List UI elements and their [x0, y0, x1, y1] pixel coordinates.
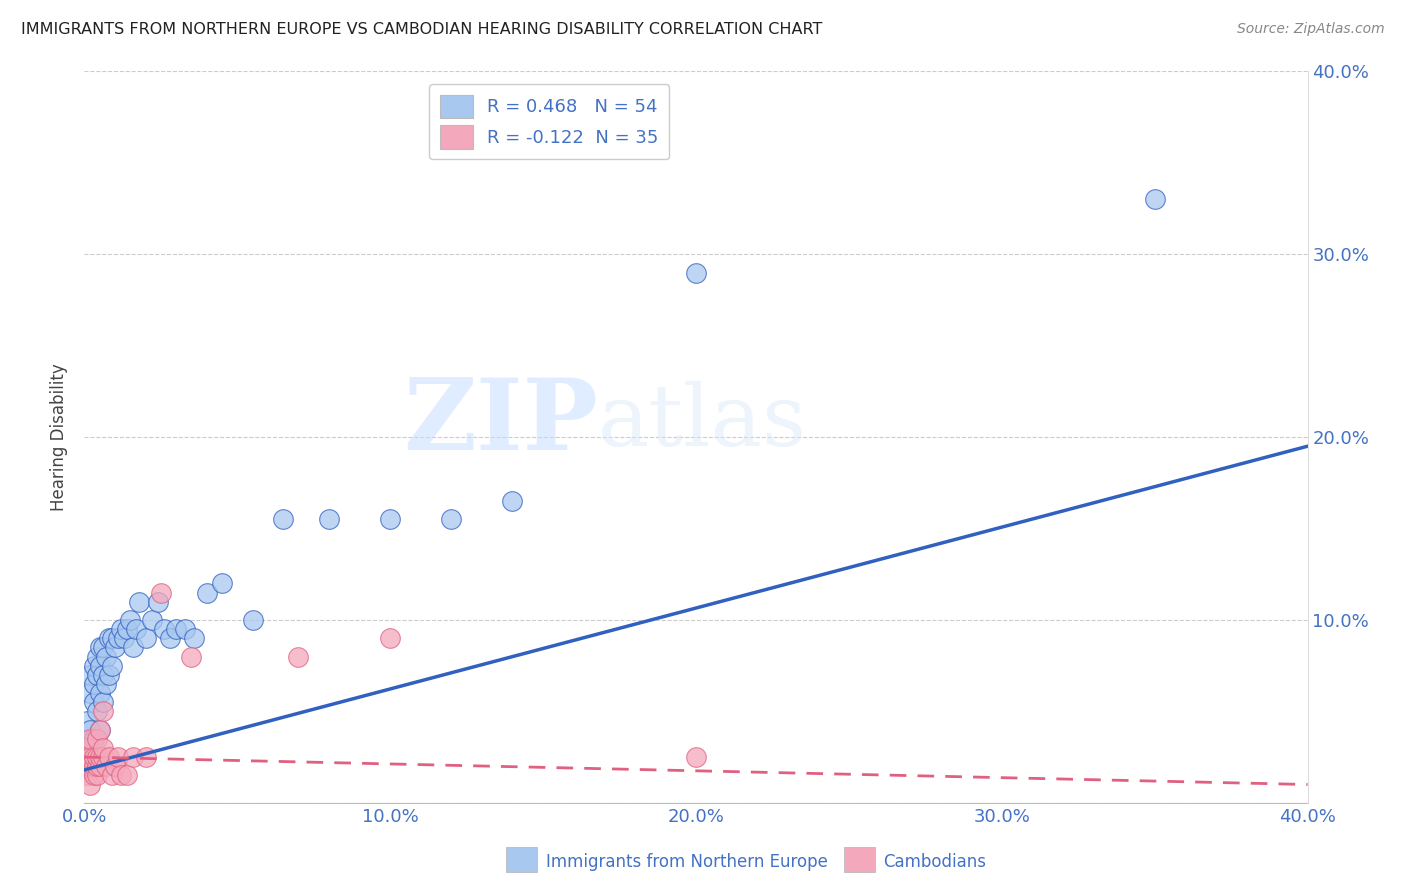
Point	[149, 585, 172, 599]
Point	[685, 750, 707, 764]
Point	[79, 759, 101, 773]
Point	[83, 695, 105, 709]
Point	[180, 649, 202, 664]
Point	[91, 750, 114, 764]
Point	[79, 723, 101, 737]
Y-axis label: Hearing Disability: Hearing Disability	[51, 363, 69, 511]
Point	[242, 613, 264, 627]
Point	[86, 750, 108, 764]
Point	[76, 714, 98, 728]
Point	[110, 768, 132, 782]
Point	[107, 632, 129, 646]
Point	[76, 740, 98, 755]
Point	[83, 731, 105, 746]
Point	[141, 613, 163, 627]
Point	[89, 759, 111, 773]
Point	[110, 622, 132, 636]
Point	[86, 649, 108, 664]
Point	[94, 759, 117, 773]
Text: Source: ZipAtlas.com: Source: ZipAtlas.com	[1237, 22, 1385, 37]
Point	[86, 705, 108, 719]
Point	[122, 750, 145, 764]
Point	[89, 750, 111, 764]
Point	[97, 667, 120, 681]
Point	[91, 695, 114, 709]
Point	[211, 576, 233, 591]
Point	[153, 622, 176, 636]
Point	[91, 667, 114, 681]
Point	[76, 750, 98, 764]
Point	[159, 632, 181, 646]
Text: IMMIGRANTS FROM NORTHERN EUROPE VS CAMBODIAN HEARING DISABILITY CORRELATION CHAR: IMMIGRANTS FROM NORTHERN EUROPE VS CAMBO…	[21, 22, 823, 37]
Point	[128, 594, 150, 608]
Point	[135, 750, 157, 764]
Point	[104, 759, 127, 773]
Point	[287, 649, 309, 664]
Point	[86, 768, 108, 782]
Legend: R = 0.468   N = 54, R = -0.122  N = 35: R = 0.468 N = 54, R = -0.122 N = 35	[429, 84, 669, 160]
Point	[79, 750, 101, 764]
Point	[79, 731, 101, 746]
Point	[76, 759, 98, 773]
Point	[76, 759, 98, 773]
Point	[174, 622, 197, 636]
Point	[79, 778, 101, 792]
Point	[122, 640, 145, 655]
Point	[91, 640, 114, 655]
Text: atlas: atlas	[598, 381, 807, 464]
Point	[94, 677, 117, 691]
Point	[97, 750, 120, 764]
Point	[83, 759, 105, 773]
Point	[104, 640, 127, 655]
Point	[101, 658, 124, 673]
Point	[97, 632, 120, 646]
Text: ZIP: ZIP	[404, 374, 598, 471]
Text: Cambodians: Cambodians	[883, 853, 986, 871]
Point	[107, 750, 129, 764]
Point	[112, 632, 135, 646]
Point	[120, 613, 142, 627]
Point	[91, 705, 114, 719]
Point	[146, 594, 169, 608]
Point	[83, 750, 105, 764]
Point	[91, 740, 114, 755]
Point	[502, 494, 524, 508]
Point	[318, 512, 340, 526]
Point	[83, 677, 105, 691]
Point	[1143, 192, 1166, 206]
Point	[89, 723, 111, 737]
Point	[76, 740, 98, 755]
Point	[380, 512, 402, 526]
Text: Immigrants from Northern Europe: Immigrants from Northern Europe	[546, 853, 827, 871]
Point	[380, 632, 402, 646]
Point	[86, 667, 108, 681]
Point	[86, 759, 108, 773]
Point	[89, 723, 111, 737]
Point	[115, 622, 138, 636]
Point	[83, 658, 105, 673]
Point	[76, 768, 98, 782]
Point	[115, 768, 138, 782]
Point	[685, 266, 707, 280]
Point	[101, 632, 124, 646]
Point	[195, 585, 218, 599]
Point	[271, 512, 294, 526]
Point	[79, 750, 101, 764]
Point	[183, 632, 205, 646]
Point	[86, 731, 108, 746]
Point	[89, 686, 111, 700]
Point	[125, 622, 148, 636]
Point	[94, 649, 117, 664]
Point	[83, 768, 105, 782]
Point	[135, 632, 157, 646]
Point	[101, 768, 124, 782]
Point	[440, 512, 463, 526]
Point	[89, 640, 111, 655]
Point	[79, 667, 101, 681]
Point	[89, 658, 111, 673]
Point	[165, 622, 187, 636]
Point	[79, 686, 101, 700]
